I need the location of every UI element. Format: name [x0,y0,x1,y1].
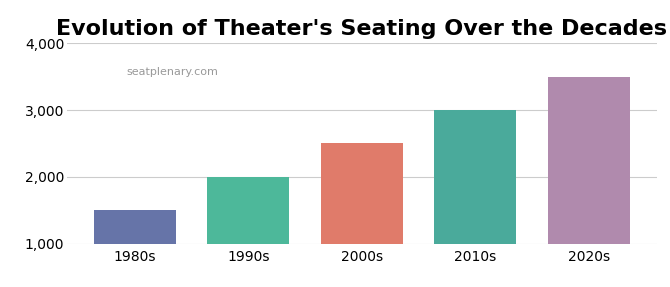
Bar [321,144,403,287]
Bar [548,77,630,287]
Bar [434,110,517,287]
Bar [94,210,176,287]
Title: Evolution of Theater's Seating Over the Decades: Evolution of Theater's Seating Over the … [56,19,667,39]
Bar [207,177,289,287]
Text: seatplenary.com: seatplenary.com [126,67,218,77]
